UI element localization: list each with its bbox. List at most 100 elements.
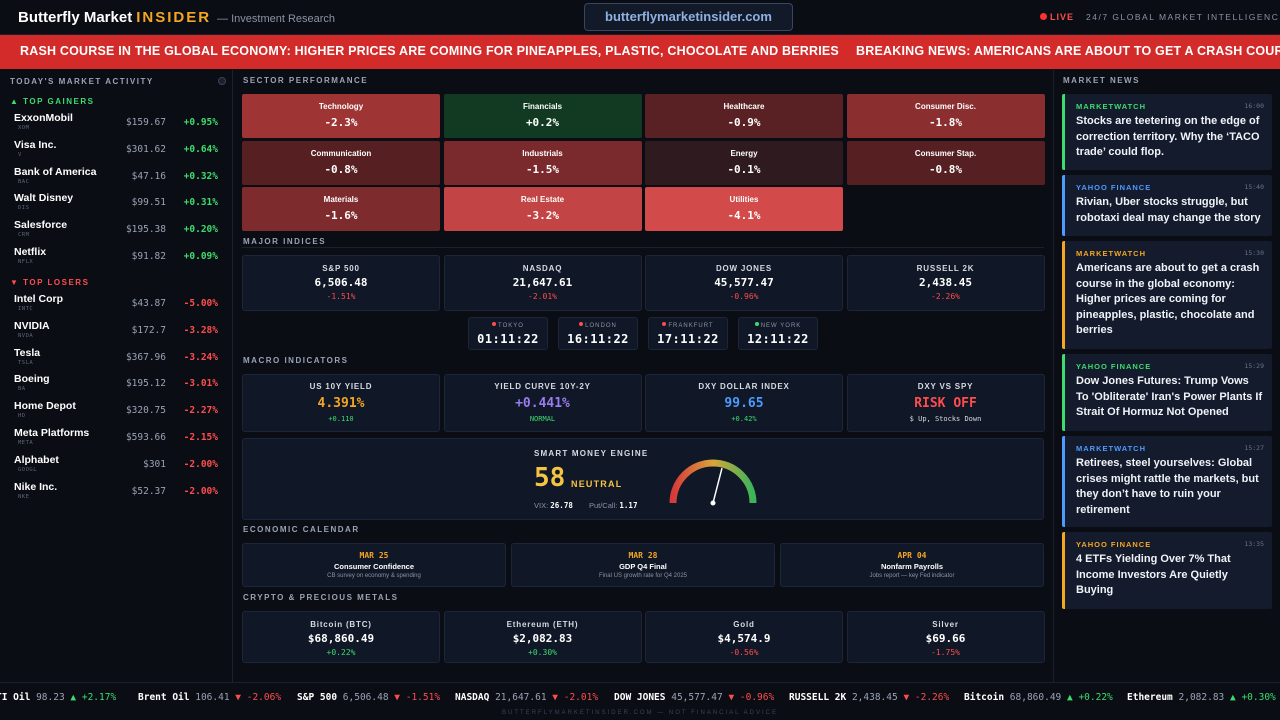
ticker-item[interactable]: RUSSELL 2K 2,438.45 ▼ -2.26% bbox=[789, 692, 949, 703]
stock-row[interactable]: Meta Platforms META $593.66 -2.15% bbox=[0, 424, 232, 451]
ticker-item[interactable]: NASDAQ 21,647.61 ▼ -2.01% bbox=[455, 692, 598, 703]
calendar-event[interactable]: MAR 25 Consumer Confidence CB survey on ec… bbox=[242, 543, 506, 587]
stock-row[interactable]: Home Depot HD $320.75 -2.27% bbox=[0, 397, 232, 424]
news-source: MARKETWATCH bbox=[1076, 102, 1147, 111]
breaking-news-banner[interactable]: RASH COURSE IN THE GLOBAL ECONOMY: HIGHE… bbox=[0, 35, 1280, 69]
index-card[interactable]: S&P 500 6,506.48 -1.51% bbox=[242, 255, 440, 311]
gauge-needle bbox=[712, 467, 723, 504]
index-card[interactable]: DOW JONES 45,577.47 -0.96% bbox=[645, 255, 843, 311]
asset-card[interactable]: Bitcoin (BTC) $68,860.49 +0.22% bbox=[242, 611, 440, 663]
price-ticker[interactable]: TI Oil 98.23 ▲ +2.17% Brent Oil 106.41 ▼ … bbox=[0, 682, 1280, 710]
stock-price: $195.38 bbox=[125, 224, 166, 236]
index-card[interactable]: RUSSELL 2K 2,438.45 -2.26% bbox=[846, 255, 1045, 311]
stock-row[interactable]: Walt Disney DIS $99.51 +0.31% bbox=[0, 189, 232, 216]
stock-row[interactable]: Netflix NFLX $91.82 +0.09% bbox=[0, 243, 232, 270]
sector-value: -0.9% bbox=[727, 116, 761, 129]
news-headline[interactable]: Retirees, steel yourselves: Global crise… bbox=[1076, 457, 1259, 516]
stock-change: -2.00% bbox=[183, 458, 218, 470]
sector-tile[interactable]: Real Estate -3.2% bbox=[443, 187, 642, 232]
ticker-change: ▼ -1.51% bbox=[394, 692, 441, 703]
sector-tile[interactable]: Healthcare -0.9% bbox=[645, 94, 843, 138]
news-headline[interactable]: Rivian, Uber stocks struggle, but robota… bbox=[1076, 196, 1261, 224]
sector-value: -1.8% bbox=[928, 116, 963, 129]
stock-ticker: GOOGL bbox=[18, 466, 38, 473]
stock-name: Intel Corp bbox=[14, 293, 63, 305]
sector-name: Real Estate bbox=[520, 195, 565, 205]
ticker-item[interactable]: DOW JONES 45,577.47 ▼ -0.96% bbox=[614, 692, 774, 703]
clock-city: TOKYO bbox=[469, 322, 547, 329]
banner-item[interactable]: RASH COURSE IN THE GLOBAL ECONOMY: HIGHE… bbox=[20, 44, 839, 58]
sector-tile[interactable]: Industrials -1.5% bbox=[443, 140, 642, 185]
news-headline[interactable]: Stocks are teetering on the edge of corr… bbox=[1076, 115, 1260, 158]
stock-ticker: XOM bbox=[18, 125, 30, 131]
stock-row[interactable]: Visa Inc. V $301.62 +0.64% bbox=[0, 136, 232, 163]
macro-card[interactable]: US 10Y YIELD 4.391% +0.110 bbox=[242, 374, 440, 432]
stock-row[interactable]: Intel Corp INTC $43.87 -5.00% bbox=[0, 290, 232, 317]
sector-name: Energy bbox=[730, 148, 758, 158]
sector-tile[interactable]: Technology -2.3% bbox=[242, 94, 440, 138]
sector-tile[interactable]: Materials -1.6% bbox=[242, 187, 440, 232]
ticker-item[interactable]: S&P 500 6,506.48 ▼ -1.51% bbox=[297, 692, 440, 703]
news-item[interactable]: MARKETWATCH 15:30 Americans are about to g… bbox=[1062, 241, 1272, 349]
stock-row[interactable]: Salesforce CRM $195.38 +0.20% bbox=[0, 216, 232, 243]
ticker-item[interactable]: Ethereum 2,082.83 ▲ +0.30% bbox=[1127, 692, 1276, 703]
stock-row[interactable]: Bank of America BAC $47.16 +0.32% bbox=[0, 163, 232, 190]
news-item[interactable]: MARKETWATCH 15:27 Retirees, steel yourselv… bbox=[1062, 436, 1272, 527]
news-time: 13:35 bbox=[1244, 540, 1264, 548]
stock-name: Bank of America bbox=[14, 165, 97, 178]
stock-row[interactable]: NVIDIA NVDA $172.7 -3.28% bbox=[0, 317, 232, 344]
sector-tile[interactable]: Energy -0.1% bbox=[645, 140, 843, 185]
smart-money-engine: SMART MONEY ENGINE 58 NEUTRAL VIX: 26.78… bbox=[242, 438, 1044, 520]
news-item[interactable]: MARKETWATCH 16:00 Stocks are teetering on … bbox=[1062, 94, 1272, 170]
macro-card[interactable]: DXY DOLLAR INDEX 99.65 +0.42% bbox=[645, 374, 843, 432]
calendar-event[interactable]: MAR 28 GDP Q4 Final Final US growth rate f… bbox=[511, 543, 775, 587]
stock-row[interactable]: ExxonMobil XOM $159.67 +0.95% bbox=[0, 109, 232, 136]
news-headline[interactable]: Dow Jones Futures: Trump Vows To 'Oblite… bbox=[1076, 375, 1263, 418]
news-item[interactable]: YAHOO FINANCE 15:40 Rivian, Uber stocks st… bbox=[1062, 175, 1272, 236]
sector-tile[interactable]: Consumer Disc. -1.8% bbox=[846, 94, 1045, 138]
sector-tile[interactable]: Utilities -4.1% bbox=[645, 187, 843, 232]
ticker-item[interactable]: TI Oil 98.23 ▲ +2.17% bbox=[0, 692, 116, 703]
world-clock: TOKYO 01:11:22 bbox=[468, 317, 548, 350]
stock-ticker: NVDA bbox=[18, 332, 34, 339]
ticker-item[interactable]: Bitcoin 68,860.49 ▲ +0.22% bbox=[964, 692, 1113, 703]
stock-row[interactable]: Alphabet GOOGL $301 -2.00% bbox=[0, 451, 232, 478]
sector-tile[interactable]: Communication -0.8% bbox=[242, 140, 440, 185]
calendar-event[interactable]: APR 04 Nonfarm Payrolls Jobs report — key … bbox=[780, 543, 1044, 587]
stock-row[interactable]: Tesla TSLA $367.96 -3.24% bbox=[0, 344, 232, 371]
ticker-price: 68,860.49 bbox=[1009, 692, 1062, 703]
index-card-value: 45,577.47 bbox=[714, 276, 774, 289]
stock-row[interactable]: Boeing BA $195.12 -3.01% bbox=[0, 370, 232, 397]
ticker-item[interactable]: Brent Oil 106.41 ▼ -2.06% bbox=[138, 692, 281, 703]
ticker-change: ▼ -2.01% bbox=[552, 692, 599, 703]
macro-card[interactable]: YIELD CURVE 10Y-2Y +0.441% NORMAL bbox=[443, 374, 642, 432]
sector-tile[interactable]: Financials +0.2% bbox=[443, 94, 642, 138]
news-headline[interactable]: Americans are about to get a crash cours… bbox=[1076, 262, 1260, 336]
clock-city: LONDON bbox=[559, 322, 637, 329]
asset-card[interactable]: Gold $4,574.9 -0.56% bbox=[645, 611, 843, 663]
brand-logo[interactable]: Butterfly Market INSIDER — Investment Rese… bbox=[18, 9, 335, 26]
asset-card[interactable]: Silver $69.66 -1.75% bbox=[846, 611, 1045, 663]
clock-time: 12:11:22 bbox=[747, 332, 809, 346]
macro-card-change: +0.110 bbox=[328, 415, 354, 423]
banner-item[interactable]: BREAKING NEWS: AMERICANS ARE ABOUT TO GE… bbox=[856, 44, 1280, 58]
world-clock: LONDON 16:11:22 bbox=[558, 317, 638, 350]
stock-row[interactable]: Nike Inc. NKE $52.37 -2.00% bbox=[0, 478, 232, 505]
sector-performance-title: SECTOR PERFORMANCE bbox=[243, 76, 369, 85]
news-item[interactable]: YAHOO FINANCE 15:29 Dow Jones Futures: Tru… bbox=[1062, 354, 1272, 431]
stock-change: +0.95% bbox=[183, 117, 218, 128]
macro-card[interactable]: DXY VS SPY RISK OFF $ Up, Stocks Down bbox=[846, 374, 1045, 432]
macro-indicators-title: MACRO INDICATORS bbox=[243, 356, 349, 365]
macro-card-value: RISK OFF bbox=[914, 396, 977, 411]
asset-card-value: $68,860.49 bbox=[307, 632, 375, 645]
index-card[interactable]: NASDAQ 21,647.61 -2.01% bbox=[443, 255, 642, 311]
ticker-price: 21,647.61 bbox=[495, 692, 547, 703]
site-url[interactable]: butterflymarketinsider.com bbox=[584, 3, 793, 31]
news-item[interactable]: YAHOO FINANCE 13:35 4 ETFs Yielding Over 7… bbox=[1062, 532, 1272, 609]
asset-card[interactable]: Ethereum (ETH) $2,082.83 +0.30% bbox=[443, 611, 642, 663]
settings-dot-icon[interactable] bbox=[218, 77, 226, 85]
index-card-label: NASDAQ bbox=[522, 264, 563, 273]
news-headline[interactable]: 4 ETFs Yielding Over 7% That Income Inve… bbox=[1076, 553, 1231, 596]
ticker-name: S&P 500 bbox=[297, 692, 338, 703]
sector-tile[interactable]: Consumer Stap. -0.8% bbox=[846, 140, 1045, 185]
